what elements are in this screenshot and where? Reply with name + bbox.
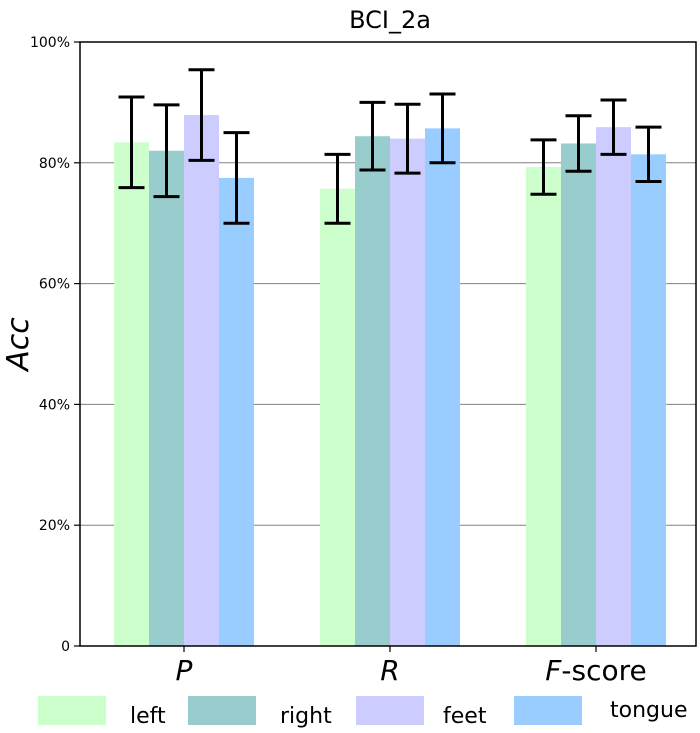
y-tick-label: 60% (39, 277, 70, 293)
bar-feet (184, 115, 219, 647)
y-tick-label: 100% (30, 35, 70, 51)
error-bar (635, 125, 662, 184)
error-bar (324, 152, 351, 225)
bars (114, 115, 666, 647)
error-bar (188, 68, 215, 162)
bar-right (561, 143, 596, 647)
plot-frame (79, 41, 697, 647)
error-bar (153, 103, 180, 199)
error-bar (394, 102, 421, 175)
legend-label: tongue (610, 698, 687, 723)
x-tick-label: P (176, 654, 193, 687)
error-bar (359, 100, 386, 172)
bar-tongue (219, 177, 254, 646)
error-bar (118, 95, 145, 190)
legend-item-left: left (38, 696, 166, 729)
bar-feet (596, 127, 631, 646)
legend-item-right: right (188, 696, 332, 729)
x-tick-label: F-score (545, 654, 646, 687)
y-tick-label: 0 (61, 639, 70, 655)
error-bar (565, 114, 592, 173)
bar-feet (390, 138, 425, 646)
legend-label: right (280, 704, 332, 729)
x-ticks: P R F-score (176, 646, 647, 687)
legend-swatch (514, 696, 582, 725)
error-bar (223, 131, 250, 225)
legend-swatch (356, 696, 424, 725)
chart-title: BCI_2a (349, 6, 431, 34)
bar-left (114, 142, 149, 647)
error-bar (530, 138, 557, 196)
legend-swatch (188, 696, 256, 725)
bar-left (526, 167, 561, 646)
bar-right (355, 136, 390, 646)
legend-swatch (38, 696, 106, 725)
legend: left right feet tongue (38, 696, 687, 729)
y-ticks: 0 20% 40% 60% 80% 100% (30, 35, 80, 655)
bar-right (149, 150, 184, 646)
y-tick-label: 80% (39, 156, 70, 172)
error-bar (429, 92, 456, 165)
bar-left (320, 188, 355, 646)
error-bar (600, 98, 627, 156)
bar-tongue (631, 154, 666, 646)
legend-label: left (130, 704, 166, 729)
x-tick-label: R (380, 654, 399, 687)
y-tick-label: 40% (39, 397, 70, 413)
bar-tongue (425, 128, 460, 646)
error-bars (118, 68, 662, 225)
legend-item-tongue: tongue (514, 696, 687, 725)
legend-label: feet (443, 704, 487, 729)
y-axis-label: Acc (1, 317, 36, 373)
legend-item-feet: feet (356, 696, 487, 729)
y-tick-label: 20% (39, 518, 70, 534)
